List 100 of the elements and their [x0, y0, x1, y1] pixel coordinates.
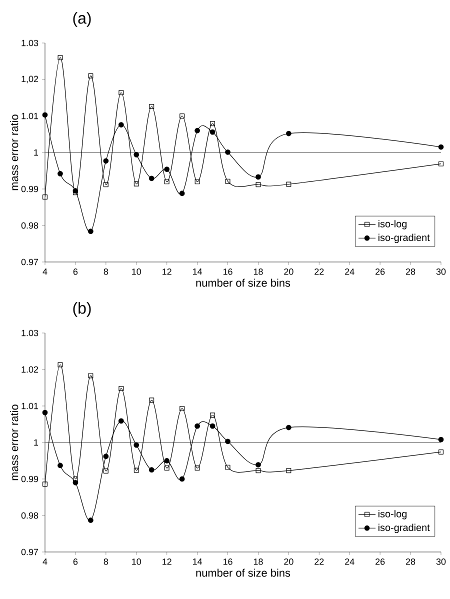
legend-label: iso-log [378, 510, 407, 520]
x-tick-label: 16 [223, 558, 232, 565]
point [58, 462, 63, 468]
x-tick-label: 30 [436, 268, 446, 275]
chart-title: (b) [73, 302, 91, 317]
point [148, 176, 154, 182]
point [210, 423, 216, 429]
point [88, 373, 94, 378]
point [225, 438, 230, 444]
point [134, 442, 140, 448]
point [58, 55, 63, 60]
point [118, 90, 124, 96]
point [286, 130, 292, 136]
point [134, 152, 140, 158]
point [194, 466, 200, 471]
point [256, 468, 261, 474]
x-tick-label: 26 [376, 268, 385, 275]
point [58, 170, 63, 176]
x-axis-title: number of size bins [196, 278, 290, 287]
point [438, 144, 444, 150]
x-tick-label: 6 [73, 268, 78, 275]
x-tick-label: 26 [376, 558, 385, 565]
point [118, 122, 124, 128]
point [286, 468, 292, 474]
x-tick-label: 4 [42, 268, 48, 275]
x-tick-label: 28 [406, 558, 416, 565]
point [179, 476, 185, 482]
y-tick-label: 1,02 [22, 76, 38, 84]
point [42, 112, 48, 118]
x-tick-label: 20 [284, 268, 294, 275]
point [256, 182, 261, 188]
point [164, 466, 170, 471]
y-tick-label: 1.03 [22, 40, 38, 46]
point [225, 178, 230, 184]
point [72, 476, 78, 482]
point [148, 467, 154, 473]
point [180, 114, 185, 118]
x-tick-label: 8 [104, 558, 108, 565]
x-tick-label: 16 [223, 268, 232, 275]
point [134, 468, 139, 473]
point [88, 518, 94, 523]
point [438, 161, 444, 166]
point [256, 462, 261, 468]
y-tick-label: 1.03 [22, 330, 38, 336]
point [180, 406, 185, 412]
point [118, 418, 124, 424]
point [194, 128, 200, 134]
x-tick-label: 8 [104, 268, 108, 275]
x-tick-label: 6 [73, 558, 78, 565]
point [164, 458, 170, 464]
point [42, 194, 48, 200]
chart-title: (a) [73, 12, 91, 27]
x-tick-label: 22 [314, 268, 324, 275]
x-tick-label: 18 [254, 268, 263, 275]
y-tick-label: 0.99 [21, 476, 38, 482]
point [210, 129, 216, 135]
legend-label: iso-gradient [378, 234, 430, 244]
point [179, 190, 185, 196]
y-tick-label: 0.97 [21, 548, 38, 556]
point [164, 179, 170, 184]
point [438, 449, 444, 454]
y-tick-label: 1.01 [22, 402, 38, 410]
point [210, 121, 216, 126]
point [103, 158, 109, 164]
point [286, 424, 292, 430]
point [42, 410, 48, 416]
point [103, 454, 109, 460]
point [225, 464, 230, 470]
x-tick-label: 12 [162, 558, 172, 565]
x-axis-title: number of size bins [196, 568, 290, 577]
point [103, 182, 108, 188]
x-tick-label: 30 [436, 558, 446, 565]
y-tick-label: 1.01 [22, 112, 38, 120]
x-tick-label: 12 [162, 268, 172, 275]
x-tick-label: 22 [314, 558, 324, 565]
x-tick-label: 24 [345, 268, 354, 275]
point [210, 412, 216, 418]
y-tick-label: 1 [34, 149, 38, 156]
y-tick-label: 1 [34, 439, 38, 446]
point [225, 149, 230, 155]
point [88, 73, 94, 78]
y-tick-label: 0.99 [21, 186, 38, 192]
point [134, 181, 139, 186]
point [438, 436, 444, 442]
y-axis-title: mass error ratio [10, 404, 18, 480]
point [194, 423, 200, 429]
point [164, 166, 170, 172]
point [149, 398, 154, 403]
y-tick-label: 0.97 [21, 258, 38, 266]
point [149, 104, 154, 109]
y-axis-title: mass error ratio [10, 114, 18, 190]
y-tick-label: 0.98 [21, 222, 38, 229]
x-tick-label: 18 [254, 558, 263, 565]
x-tick-label: 10 [132, 558, 142, 565]
x-tick-label: 24 [345, 558, 354, 565]
point [256, 174, 261, 180]
x-tick-label: 14 [193, 268, 202, 275]
y-tick-label: 0.98 [21, 512, 38, 519]
point [194, 179, 200, 184]
point [118, 386, 124, 391]
